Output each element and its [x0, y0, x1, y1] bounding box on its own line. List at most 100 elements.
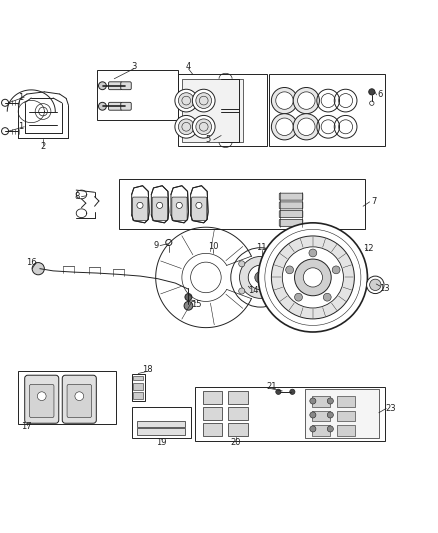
Circle shape: [265, 296, 271, 303]
Bar: [337, 396, 355, 407]
Text: 1: 1: [18, 93, 23, 102]
Circle shape: [370, 279, 381, 290]
Circle shape: [327, 412, 333, 418]
Circle shape: [370, 101, 374, 106]
FancyBboxPatch shape: [121, 102, 131, 110]
Bar: [203, 407, 223, 420]
Bar: [269, 75, 385, 147]
Circle shape: [248, 265, 273, 289]
Circle shape: [272, 87, 297, 114]
Circle shape: [258, 223, 367, 332]
Circle shape: [239, 261, 245, 267]
Circle shape: [137, 203, 143, 208]
Circle shape: [99, 82, 106, 90]
FancyBboxPatch shape: [67, 384, 92, 417]
Circle shape: [265, 252, 271, 259]
FancyBboxPatch shape: [62, 375, 96, 423]
Circle shape: [369, 89, 375, 95]
Circle shape: [192, 116, 215, 138]
Bar: [132, 407, 191, 438]
Circle shape: [32, 263, 44, 275]
Circle shape: [310, 426, 316, 432]
Bar: [138, 421, 184, 427]
Circle shape: [276, 92, 293, 109]
Text: 20: 20: [230, 438, 241, 447]
Circle shape: [276, 118, 293, 135]
Bar: [337, 410, 355, 422]
Bar: [311, 425, 330, 436]
Polygon shape: [151, 185, 169, 223]
Circle shape: [323, 293, 331, 301]
Text: 1: 1: [18, 122, 23, 131]
FancyBboxPatch shape: [109, 102, 122, 110]
Circle shape: [272, 236, 354, 319]
Text: 3: 3: [131, 62, 137, 71]
Circle shape: [276, 389, 281, 394]
Text: 9: 9: [153, 241, 158, 250]
Circle shape: [175, 116, 198, 138]
FancyBboxPatch shape: [109, 82, 122, 90]
Circle shape: [281, 274, 287, 280]
Bar: [203, 423, 223, 437]
Circle shape: [2, 128, 9, 135]
Circle shape: [272, 114, 297, 140]
Circle shape: [332, 266, 340, 274]
Circle shape: [37, 392, 46, 400]
Bar: [138, 429, 184, 434]
Circle shape: [192, 89, 215, 112]
Circle shape: [231, 248, 290, 307]
Bar: [337, 425, 355, 436]
Circle shape: [303, 268, 322, 287]
Text: 15: 15: [191, 300, 201, 309]
FancyBboxPatch shape: [29, 384, 54, 417]
Circle shape: [290, 389, 295, 394]
Text: 13: 13: [379, 284, 389, 293]
Circle shape: [309, 249, 317, 257]
Circle shape: [297, 92, 315, 109]
Circle shape: [184, 302, 193, 310]
FancyBboxPatch shape: [121, 82, 131, 90]
Circle shape: [2, 99, 9, 106]
Text: 2: 2: [40, 142, 45, 151]
FancyBboxPatch shape: [133, 197, 148, 221]
Circle shape: [297, 118, 315, 135]
Bar: [311, 410, 330, 422]
Text: 16: 16: [26, 257, 36, 266]
Circle shape: [99, 102, 106, 110]
Circle shape: [283, 247, 343, 308]
Bar: [18, 372, 117, 424]
Bar: [132, 374, 145, 400]
Circle shape: [196, 203, 202, 208]
FancyBboxPatch shape: [152, 197, 167, 221]
Circle shape: [327, 426, 333, 432]
FancyBboxPatch shape: [305, 389, 379, 438]
FancyBboxPatch shape: [191, 197, 207, 221]
Circle shape: [185, 294, 192, 301]
Bar: [133, 376, 144, 381]
Circle shape: [178, 93, 194, 108]
Circle shape: [166, 239, 172, 246]
Circle shape: [327, 398, 333, 404]
Circle shape: [295, 293, 302, 301]
Bar: [228, 391, 248, 404]
Circle shape: [294, 259, 331, 296]
Text: 11: 11: [257, 243, 267, 252]
Text: 6: 6: [378, 91, 383, 100]
Circle shape: [255, 272, 266, 283]
Text: 21: 21: [266, 382, 277, 391]
Text: 5: 5: [205, 135, 211, 144]
Circle shape: [310, 398, 316, 404]
Circle shape: [176, 203, 182, 208]
Circle shape: [156, 203, 162, 208]
Text: 12: 12: [364, 244, 374, 253]
Text: 4: 4: [186, 62, 191, 71]
FancyBboxPatch shape: [279, 202, 303, 209]
FancyBboxPatch shape: [279, 193, 303, 200]
Text: 19: 19: [155, 438, 166, 447]
Text: 23: 23: [385, 404, 396, 413]
Text: 17: 17: [21, 422, 32, 431]
FancyBboxPatch shape: [25, 375, 59, 423]
Circle shape: [293, 114, 319, 140]
FancyBboxPatch shape: [172, 197, 187, 221]
Text: 14: 14: [248, 286, 259, 295]
